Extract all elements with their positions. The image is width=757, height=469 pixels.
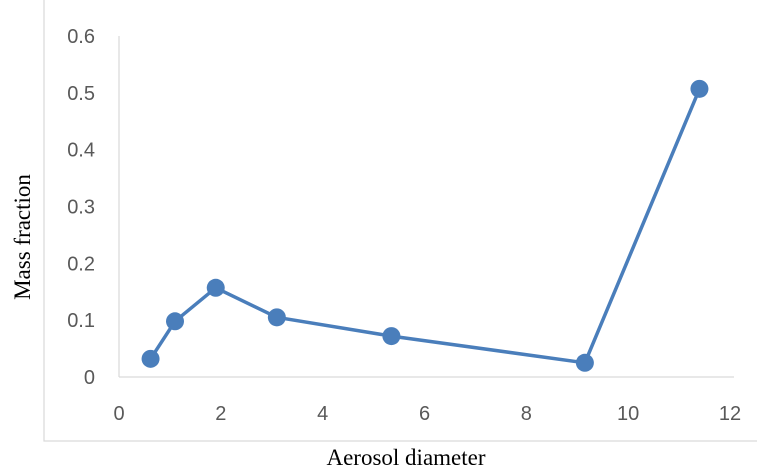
x-tick-label: 4 [317, 403, 328, 425]
x-axis-title: Aerosol diameter [326, 445, 485, 469]
x-tick-label: 10 [617, 403, 639, 425]
y-tick-label: 0.4 [67, 140, 95, 162]
y-tick-label: 0 [84, 367, 95, 389]
data-point [690, 79, 709, 98]
y-tick-label: 0.2 [67, 253, 95, 275]
x-tick-label: 2 [215, 403, 226, 425]
data-point [267, 308, 286, 327]
axes-layer [118, 36, 734, 378]
x-tick-label: 6 [419, 403, 430, 425]
data-point [141, 349, 160, 368]
y-tick-label: 0.5 [67, 83, 95, 105]
data-point [382, 327, 401, 346]
x-tick-label: 0 [113, 403, 124, 425]
y-axis-title: Mass fraction [10, 174, 35, 300]
y-tick-label: 0.1 [67, 310, 95, 332]
series-line [149, 88, 702, 365]
series-layer [141, 79, 709, 372]
tick-labels: 0 0.1 0.2 0.3 0.4 0.5 0.6 0 2 4 6 8 10 12 [67, 26, 741, 425]
y-tick-label: 0.3 [67, 197, 95, 219]
data-point [166, 312, 185, 331]
x-tick-label: 12 [719, 403, 741, 425]
y-tick-label: 0.6 [67, 26, 95, 48]
data-point [206, 278, 225, 297]
chart-frame [43, 0, 757, 442]
x-tick-label: 8 [521, 403, 532, 425]
data-point [575, 353, 594, 372]
